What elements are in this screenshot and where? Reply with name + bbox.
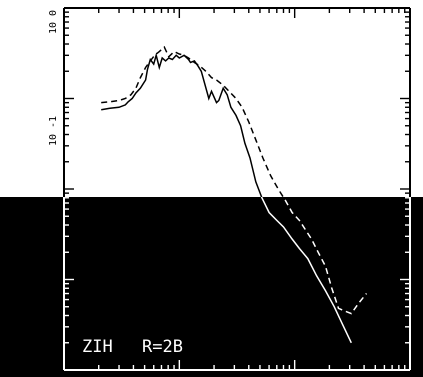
y-tick-label-2: 10 -2 xyxy=(48,225,59,255)
y-tick-label-4: 10 -4 xyxy=(48,342,59,372)
annotation-distance-label: R=2B xyxy=(142,337,183,357)
axis-ticks xyxy=(63,7,410,371)
series-0-line-lower xyxy=(260,197,352,344)
annotation-site-label: ZIH xyxy=(82,337,113,357)
series-1-line-upper xyxy=(101,45,285,197)
y-axis-label: SA, G xyxy=(14,200,25,230)
dark-band xyxy=(0,197,423,377)
y-tick-label-0: 10 0 xyxy=(48,10,59,34)
y-tick-labels: 10 0 10 -1 10 -2 10 -3 10 -4 xyxy=(48,10,59,372)
series-group xyxy=(101,45,368,344)
series-0-line-upper xyxy=(101,52,263,197)
y-tick-label-1: 10 -1 xyxy=(48,116,59,146)
y-tick-label-3: 10 -3 xyxy=(48,289,59,319)
plot-frame xyxy=(63,7,411,371)
